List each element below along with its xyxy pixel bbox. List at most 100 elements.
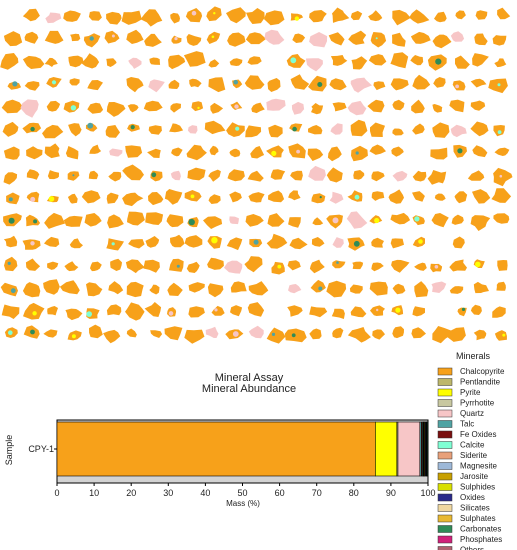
particle-inclusion [355,151,359,155]
particle [433,77,446,88]
particle [388,189,404,204]
particle [414,262,427,271]
particle-inclusion [168,311,174,316]
particle [308,75,327,92]
particle [47,306,58,316]
x-tick-label: 60 [275,488,285,498]
particle [186,34,202,46]
particle [89,324,103,339]
particle-inclusion [30,329,35,335]
particle [412,170,427,182]
particle [470,78,487,88]
particle [247,302,265,317]
particle-inclusion [475,261,481,268]
particle [106,11,122,25]
particle [22,282,41,298]
particle [106,58,117,67]
legend-label: Pentlandite [460,378,501,387]
particle [164,189,183,205]
x-tick-label: 40 [200,488,210,498]
legend-swatch-silicates [437,504,453,512]
particle-inclusion [353,240,360,247]
particle [140,9,163,27]
particle [106,102,126,117]
particle [110,258,122,271]
particle [290,74,310,90]
particle [65,146,79,160]
particle [370,32,387,48]
particle [331,308,345,319]
particle [246,8,265,24]
particle [328,32,345,46]
particle [121,10,142,25]
legend-label: Phosphates [460,535,502,544]
particle-inclusion [33,219,38,224]
particle [291,101,305,115]
particle [125,302,145,321]
particle [287,305,303,317]
particle [452,80,466,91]
legend-label: Silicates [460,504,490,513]
legend-label: Others [460,546,484,550]
particle-inclusion [191,10,197,16]
particle [205,326,219,338]
particle [411,99,425,114]
particle [208,59,220,68]
particle [68,55,84,68]
particle-inclusion [72,174,75,177]
legend-label: Pyrite [460,388,481,397]
particle [0,53,19,70]
particle-inclusion [395,307,401,313]
particle [149,284,160,295]
particle-inclusion [86,311,92,317]
particle [186,144,207,161]
particle [432,326,452,344]
particle-inclusion [418,239,423,244]
particle-inclusion [176,264,180,268]
particle [47,261,59,270]
particle [106,192,119,204]
particle [169,258,184,272]
particle-inclusion [271,150,277,156]
particle [309,259,325,274]
particle [209,145,219,156]
legend-swatch-sulphates [437,514,453,523]
particle [122,164,144,181]
particle [350,77,372,93]
particle [492,306,506,318]
particle [348,30,367,45]
particle [3,31,23,47]
particle [305,58,323,72]
particle-inclusion [234,104,239,109]
particle [63,215,83,227]
legend-swatch-magnesite [437,462,453,470]
legend-swatch-pentlandite [437,378,453,386]
particle-inclusion [292,126,297,132]
particle [371,171,385,182]
particle [89,144,102,154]
particle [452,236,465,249]
particle [470,215,491,231]
particle [187,125,198,134]
particle-inclusion [8,330,13,336]
particle [245,32,267,45]
bar-segment-quartz [397,421,421,477]
particle [431,281,447,293]
bar-segment-carbonates [426,421,428,477]
particle [106,304,122,316]
particle [184,329,205,344]
particle [125,145,143,158]
particle [226,237,243,251]
particle-inclusion [319,196,322,199]
particle-inclusion [232,331,239,337]
particle [188,282,205,293]
particle-inclusion [497,130,502,135]
particle [128,57,142,69]
particle [145,236,160,248]
particle [332,237,344,248]
particle [450,124,467,138]
particle-inclusion [7,261,11,265]
particle [332,327,344,339]
particle [65,308,83,321]
